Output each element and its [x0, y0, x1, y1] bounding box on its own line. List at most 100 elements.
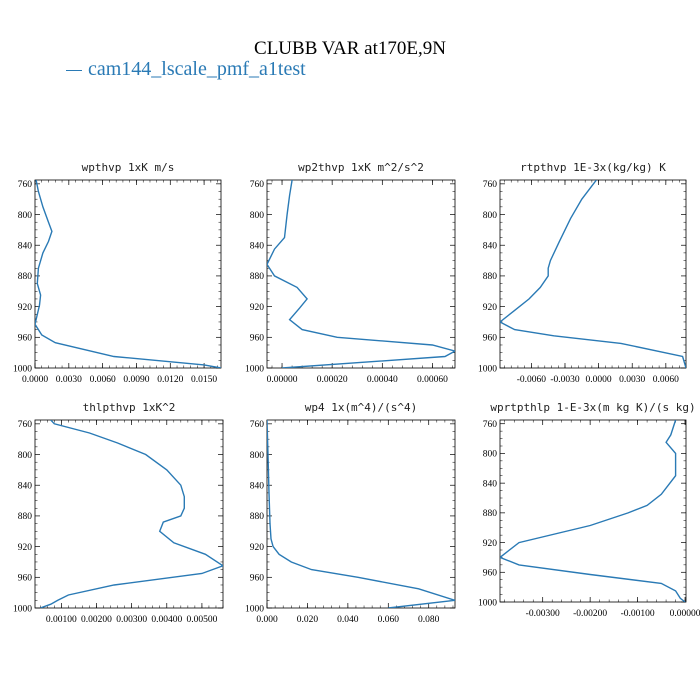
- panel-4: thlpthvp 1xK^2 760 800 840 880 920 960 1000 0.00…: [13, 401, 224, 625]
- y-tick-label: 960: [18, 574, 33, 584]
- panel-title: wpthvp 1xK m/s: [82, 161, 175, 174]
- x-tick-label: 0.0090: [123, 375, 149, 385]
- y-tick-label: 760: [483, 420, 498, 430]
- plot-frame: [34, 179, 222, 369]
- y-tick-label: 760: [250, 420, 265, 430]
- y-tick-label: 840: [18, 482, 33, 492]
- x-tick-label: 0.0000: [22, 375, 48, 385]
- plot-frame: [266, 419, 456, 609]
- y-tick-label: 760: [483, 180, 498, 190]
- panel-6: wprtpthlp 1-E-3x(m kg K)/(s kg) 760 800 840…: [478, 401, 700, 619]
- series-line: [500, 180, 686, 368]
- y-tick-label: 920: [18, 303, 33, 313]
- y-tick-label: 880: [18, 272, 33, 282]
- y-tick-label: 960: [18, 334, 33, 344]
- y-tick-label: 840: [250, 482, 265, 492]
- x-tick-label: 0.00200: [81, 615, 112, 625]
- x-tick-label: -0.0030: [550, 375, 580, 385]
- panel-title: wp2thvp 1xK m^2/s^2: [298, 161, 424, 174]
- panel-5: wp4 1x(m^4)/(s^4)76080084088092096010000…: [245, 401, 456, 625]
- panel-title: thlpthvp 1xK^2: [83, 401, 176, 414]
- y-tick-label: 760: [250, 180, 265, 190]
- series-line: [267, 420, 455, 608]
- panel-2: wp2thvp 1xK m^2/s^2 760 800 840 880 920 960 100…: [245, 161, 456, 385]
- y-tick-label: 800: [483, 450, 498, 460]
- x-tick-label: 0.080: [418, 615, 440, 625]
- x-tick-label: 0.0060: [90, 375, 116, 385]
- x-tick-label: 0.0150: [191, 375, 217, 385]
- series-line: [267, 180, 455, 368]
- y-tick-label: 920: [18, 543, 33, 553]
- series-line: [500, 420, 686, 602]
- y-tick-label: 800: [250, 211, 265, 221]
- plot-frame: [499, 179, 687, 369]
- x-tick-label: 0.0030: [619, 375, 645, 385]
- y-tick-label: 800: [18, 451, 33, 461]
- x-tick-label: 0.00000: [670, 609, 700, 619]
- figure-title: CLUBB VAR at170E,9N: [254, 38, 446, 59]
- plot-frame: [499, 419, 687, 603]
- legend-line-swatch: [66, 69, 82, 71]
- x-tick-label: -0.00300: [526, 609, 560, 619]
- y-tick-label: 840: [250, 242, 265, 252]
- x-tick-label: 0.0030: [56, 375, 82, 385]
- panel-title: rtpthvp 1E-3x(kg/kg) K: [520, 161, 666, 174]
- x-tick-label: 0.0120: [157, 375, 183, 385]
- x-tick-label: 0.00100: [46, 615, 77, 625]
- plot-frame: [266, 179, 456, 369]
- y-tick-label: 880: [483, 272, 498, 282]
- y-tick-label: 840: [483, 479, 498, 489]
- x-tick-label: 0.00040: [367, 375, 398, 385]
- panel-1: wpthvp 1xK m/s76080084088092096010000.00…: [13, 161, 222, 385]
- x-tick-label: 0.0000: [586, 375, 612, 385]
- panel-title: wprtpthlp 1-E-3x(m kg K)/(s kg): [490, 401, 695, 414]
- legend-label: cam144_lscale_pmf_a1test: [88, 58, 306, 80]
- legend: cam144_lscale_pmf_a1test: [66, 58, 306, 81]
- y-tick-label: 840: [483, 242, 498, 252]
- x-tick-label: 0.0060: [653, 375, 679, 385]
- x-tick-label: 0.00020: [317, 375, 348, 385]
- x-tick-label: 0.00060: [417, 375, 448, 385]
- x-tick-label: -0.00100: [621, 609, 655, 619]
- y-tick-label: 920: [483, 539, 498, 549]
- y-tick-label: 1000: [478, 364, 497, 374]
- x-tick-label: -0.00200: [573, 609, 607, 619]
- x-tick-label: 0.020: [297, 615, 319, 625]
- plot-frame: [34, 419, 224, 609]
- y-tick-label: 800: [18, 211, 33, 221]
- series-line: [40, 420, 223, 608]
- panel-3: rtpthvp 1E-3x(kg/kg) K 760 800 840 880 920 960…: [478, 161, 687, 385]
- y-tick-label: 880: [250, 512, 265, 522]
- y-tick-label: 800: [250, 451, 265, 461]
- x-tick-label: -0.0060: [517, 375, 547, 385]
- panel-title: wp4 1x(m^4)/(s^4): [305, 401, 418, 414]
- y-tick-label: 960: [483, 334, 498, 344]
- y-tick-label: 920: [483, 303, 498, 313]
- y-tick-label: 1000: [13, 364, 32, 374]
- y-tick-label: 880: [18, 512, 33, 522]
- x-tick-label: 0.00500: [186, 615, 217, 625]
- y-tick-label: 920: [250, 543, 265, 553]
- x-tick-label: 0.000: [256, 615, 278, 625]
- x-tick-label: 0.00400: [151, 615, 182, 625]
- y-tick-label: 800: [483, 211, 498, 221]
- y-tick-label: 960: [483, 569, 498, 579]
- x-tick-label: 0.00000: [267, 375, 298, 385]
- x-tick-label: 0.060: [378, 615, 400, 625]
- y-tick-label: 1000: [478, 598, 497, 608]
- series-line: [35, 180, 221, 368]
- y-tick-label: 880: [483, 509, 498, 519]
- y-tick-label: 920: [250, 303, 265, 313]
- y-tick-label: 1000: [245, 364, 264, 374]
- y-tick-label: 1000: [245, 604, 264, 614]
- y-tick-label: 960: [250, 574, 265, 584]
- x-tick-label: 0.00300: [116, 615, 147, 625]
- y-tick-label: 880: [250, 272, 265, 282]
- x-tick-label: 0.040: [337, 615, 359, 625]
- y-tick-label: 960: [250, 334, 265, 344]
- y-tick-label: 1000: [13, 604, 32, 614]
- y-tick-label: 760: [18, 180, 33, 190]
- y-tick-label: 840: [18, 242, 33, 252]
